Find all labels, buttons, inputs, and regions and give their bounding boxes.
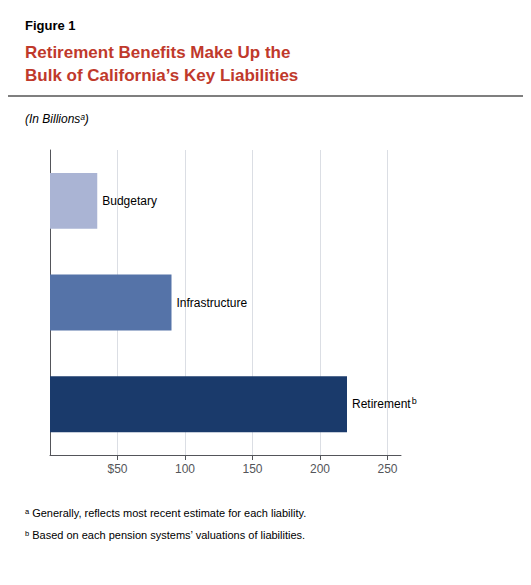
svg-text:ᵃ Generally, reflects most rec: ᵃ Generally, reflects most recent estima… xyxy=(25,507,306,519)
svg-text:Infrastructure: Infrastructure xyxy=(177,296,248,310)
svg-text:250: 250 xyxy=(377,462,397,476)
svg-text:Budgetary: Budgetary xyxy=(102,194,157,208)
svg-text:200: 200 xyxy=(310,462,330,476)
svg-text:150: 150 xyxy=(242,462,262,476)
svg-text:(In Billionsᵃ): (In Billionsᵃ) xyxy=(25,112,89,126)
svg-text:100: 100 xyxy=(175,462,195,476)
svg-text:b: b xyxy=(412,396,417,406)
svg-text:Figure 1: Figure 1 xyxy=(25,18,76,33)
svg-text:Retirement Benefits Make Up th: Retirement Benefits Make Up the xyxy=(25,43,290,62)
svg-text:$50: $50 xyxy=(107,462,127,476)
svg-text:Bulk of California’s Key Liabi: Bulk of California’s Key Liabilities xyxy=(25,66,298,85)
svg-text:Retirement: Retirement xyxy=(352,397,411,411)
svg-text:ᵇ Based on each pension system: ᵇ Based on each pension systems’ valuati… xyxy=(25,529,305,541)
